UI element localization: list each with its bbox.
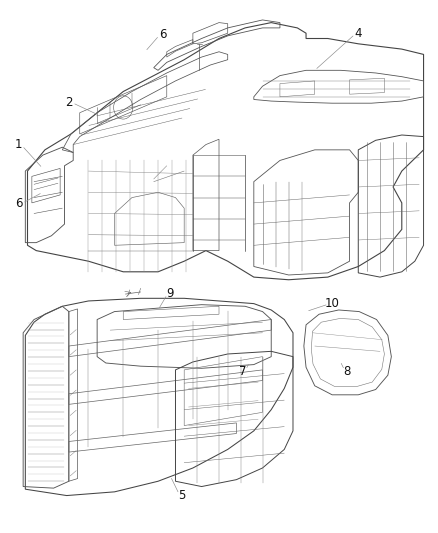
Text: 2: 2 <box>65 95 73 109</box>
Text: 7: 7 <box>239 365 247 378</box>
Text: 5: 5 <box>178 489 186 502</box>
Text: 6: 6 <box>159 28 166 41</box>
Text: 6: 6 <box>15 197 22 211</box>
Text: 1: 1 <box>15 138 22 151</box>
Text: 4: 4 <box>354 27 362 39</box>
Text: 10: 10 <box>325 297 339 310</box>
Text: 9: 9 <box>166 287 174 300</box>
Text: 8: 8 <box>344 365 351 378</box>
